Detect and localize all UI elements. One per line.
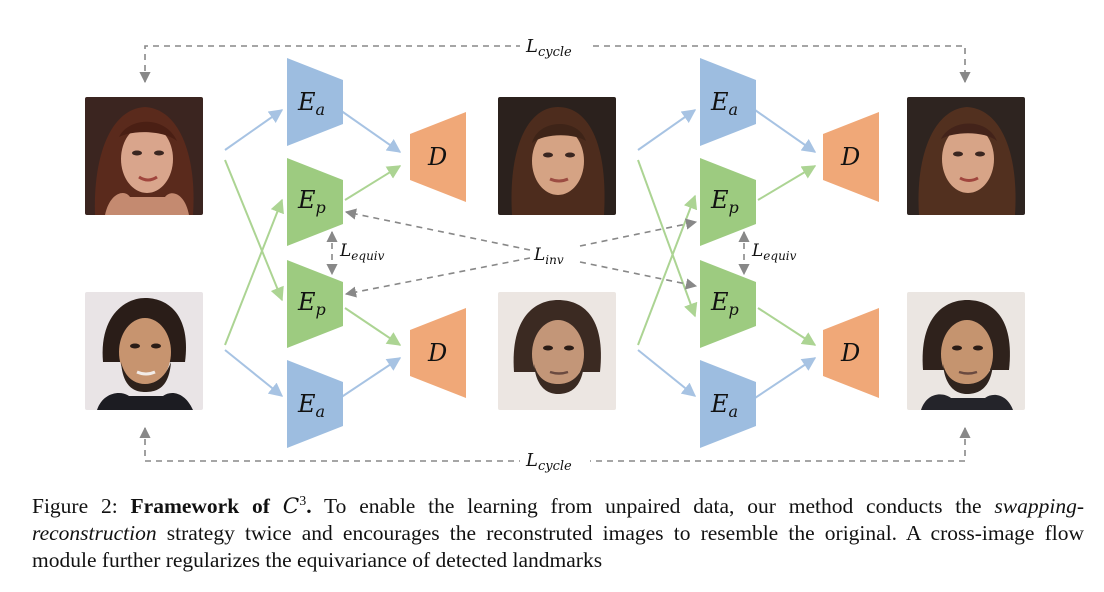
appearance-encoder-shape [700, 360, 756, 448]
decoder-shape [410, 308, 466, 398]
arrow-pose [757, 165, 817, 201]
appearance-encoder-shape [287, 58, 343, 146]
caption-text-1: To enable the learning from unpaired dat… [311, 494, 995, 519]
encoder-pose-label: Ep [297, 186, 326, 217]
arrow-pose [757, 307, 817, 346]
arrow-pose [344, 165, 402, 201]
decoder-label: D [840, 143, 860, 171]
caption-italic: swapping-reconstruction [32, 494, 1084, 546]
arrow-pose [344, 307, 402, 346]
reconstructed-face-woman [907, 97, 1025, 215]
decoder-shape [823, 112, 879, 202]
arrow-appearance [224, 109, 284, 151]
inv-loss-arrow [344, 257, 531, 298]
arrow-appearance [754, 109, 817, 153]
loss-cycle-top-label: Lcycle [525, 36, 572, 60]
encoder-pose-label: Ep [710, 186, 739, 217]
appearance-encoder-shape [287, 360, 343, 448]
loss-inv-label: Linv [533, 245, 564, 267]
decoder-label: D [427, 143, 447, 171]
arrow-appearance [339, 357, 402, 399]
loss-equiv-right-label: Lequiv [751, 241, 797, 263]
arrow-appearance [637, 109, 697, 151]
encoder-appearance-label: Ea [297, 390, 325, 421]
encoder-appearance-label: Ea [297, 88, 325, 119]
encoder-pose-label: Ep [297, 288, 326, 319]
caption-text-2: strategy twice and encourages the recons… [32, 521, 1084, 573]
loss-equiv-left-label: Lequiv [339, 241, 385, 263]
decoder-label: D [840, 339, 860, 367]
input-face-woman [85, 97, 203, 215]
arrow-appearance [754, 357, 817, 399]
caption-bold-title: Framework of C3. [130, 494, 312, 520]
arrow-appearance [637, 349, 697, 397]
arrow-pose [224, 198, 284, 346]
reconstructed-face-man [907, 292, 1025, 410]
arrow-appearance [224, 349, 284, 397]
pose-encoder-shape [287, 260, 343, 348]
inv-loss-arrow [579, 261, 698, 290]
loss-cycle-bottom-label: Lcycle [525, 450, 572, 474]
encoder-appearance-label: Ea [710, 88, 738, 119]
arrow-pose [224, 159, 284, 302]
decoder-shape [823, 308, 879, 398]
inv-loss-arrow [344, 208, 531, 251]
arrow-pose [637, 194, 698, 346]
encoder-pose-label: Ep [710, 288, 739, 319]
swapped-face-man [498, 292, 616, 410]
input-face-man [85, 292, 203, 410]
framework-figure: Ea Ep Ep Ea D D Ea Ep Ep Ea D D Lcycle L… [85, 36, 1025, 474]
pose-encoder-shape [700, 158, 756, 246]
decoder-shape [410, 112, 466, 202]
caption-prefix: Figure 2: [32, 494, 131, 519]
arrow-pose [637, 159, 698, 318]
pose-encoder-shape [700, 260, 756, 348]
pose-encoder-shape [287, 158, 343, 246]
encoder-appearance-label: Ea [710, 390, 738, 421]
arrow-appearance [339, 109, 402, 153]
decoder-label: D [427, 339, 447, 367]
inv-loss-arrow [579, 218, 698, 247]
figure-caption: Figure 2: Framework of C3. To enable the… [32, 488, 1084, 574]
appearance-encoder-shape [700, 58, 756, 146]
swapped-face-woman [498, 97, 616, 215]
